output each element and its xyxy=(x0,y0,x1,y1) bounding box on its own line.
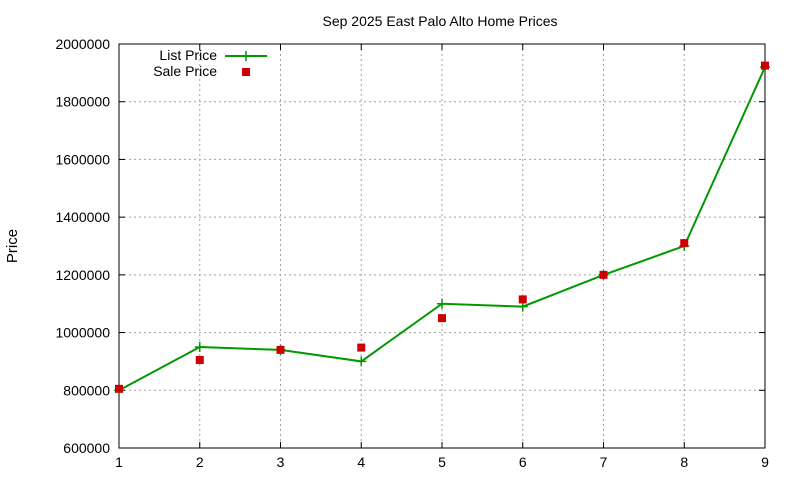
grid-lines xyxy=(119,44,765,448)
point-sale-price xyxy=(761,61,769,70)
y-tick-label: 1800000 xyxy=(55,94,110,110)
point-sale-price xyxy=(357,343,366,352)
point-sale-price xyxy=(195,355,204,364)
y-tick-label: 1400000 xyxy=(55,209,110,225)
x-tick-label: 6 xyxy=(519,454,527,470)
point-sale-price xyxy=(599,270,608,279)
x-tick-label: 2 xyxy=(196,454,204,470)
x-tick-label: 4 xyxy=(357,454,365,470)
legend-label-sale-price: Sale Price xyxy=(153,63,217,79)
legend-label-list-price: List Price xyxy=(159,47,217,63)
point-sale-price xyxy=(276,345,285,354)
x-tick-label: 8 xyxy=(680,454,688,470)
y-tick-label: 1200000 xyxy=(55,267,110,283)
data-series xyxy=(114,61,770,396)
point-sale-price xyxy=(115,384,123,393)
y-tick-label: 600000 xyxy=(63,440,110,456)
point-sale-price xyxy=(438,314,446,323)
y-tick-label: 800000 xyxy=(63,382,110,398)
legend: List Price Sale Price xyxy=(153,47,267,79)
y-tick-label: 2000000 xyxy=(55,36,110,52)
y-tick-label: 1600000 xyxy=(55,151,110,167)
point-list-price xyxy=(194,342,205,352)
y-tick-label: 1000000 xyxy=(55,325,110,341)
x-tick-label: 5 xyxy=(438,454,446,470)
axis-ticks: 600000 800000 1000000 1200000 1400000 1600000… xyxy=(55,36,769,470)
point-sale-price xyxy=(518,295,527,304)
x-tick-label: 1 xyxy=(115,454,123,470)
x-tick-label: 7 xyxy=(600,454,608,470)
point-list-price xyxy=(356,356,367,367)
x-tick-label: 9 xyxy=(761,454,769,470)
y-axis-label: Price xyxy=(4,229,21,263)
point-sale-price xyxy=(680,239,689,248)
point-list-price xyxy=(437,298,447,309)
x-tick-label: 3 xyxy=(277,454,285,470)
legend-marker-list-price xyxy=(241,51,251,61)
legend-marker-sale-price xyxy=(242,68,250,76)
chart-title: Sep 2025 East Palo Alto Home Prices xyxy=(322,13,557,29)
